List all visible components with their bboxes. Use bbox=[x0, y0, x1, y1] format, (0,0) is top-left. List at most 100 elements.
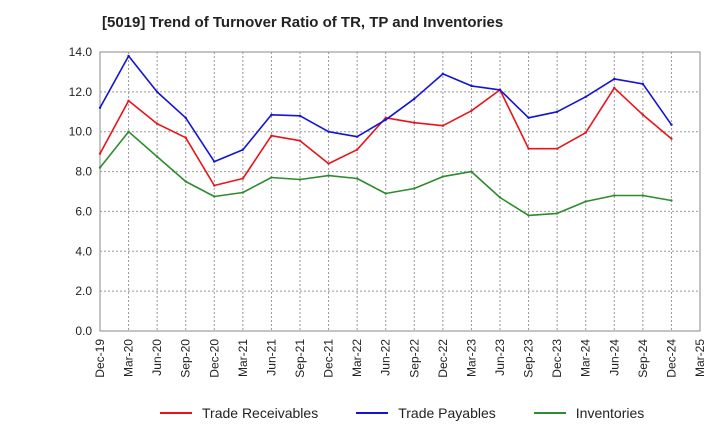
data-point-trade-receivables bbox=[184, 136, 187, 139]
x-tick-label: Jun-24 bbox=[607, 339, 621, 376]
data-point-trade-receivables bbox=[327, 162, 330, 165]
data-point-inventories bbox=[270, 176, 273, 179]
data-point-inventories bbox=[241, 191, 245, 194]
data-point-trade-receivables bbox=[127, 99, 130, 103]
series-lines bbox=[98, 54, 673, 217]
x-tick-label: Dec-21 bbox=[322, 339, 336, 378]
data-point-trade-receivables bbox=[213, 184, 216, 187]
data-point-trade-payables bbox=[413, 97, 416, 101]
legend-swatch-trade-receivables bbox=[160, 412, 192, 414]
y-tick-label: 12.0 bbox=[69, 85, 93, 99]
data-point-trade-payables bbox=[298, 114, 302, 117]
data-point-trade-receivables bbox=[441, 124, 445, 127]
x-tick-label: Dec-19 bbox=[93, 339, 107, 378]
x-tick-label: Sep-22 bbox=[407, 339, 421, 378]
chart-title: [5019] Trend of Turnover Ratio of TR, TP… bbox=[102, 14, 504, 31]
data-point-trade-payables bbox=[470, 84, 473, 88]
data-point-inventories bbox=[213, 195, 216, 198]
legend-label-inventories: Inventories bbox=[575, 405, 645, 421]
data-point-trade-receivables bbox=[298, 139, 302, 142]
y-tick-label: 0.0 bbox=[75, 324, 92, 338]
y-tick-label: 6.0 bbox=[75, 204, 92, 218]
legend-label-trade-payables: Trade Payables bbox=[398, 405, 496, 421]
data-point-trade-payables bbox=[98, 106, 102, 110]
y-tick-label: 10.0 bbox=[69, 125, 93, 139]
data-point-inventories bbox=[127, 130, 130, 133]
x-tick-label: Jun-21 bbox=[264, 339, 278, 376]
data-point-trade-payables bbox=[584, 95, 587, 99]
data-point-trade-receivables bbox=[270, 134, 273, 137]
data-point-trade-payables bbox=[498, 88, 502, 92]
x-tick-label: Mar-22 bbox=[350, 339, 364, 377]
data-point-inventories bbox=[613, 194, 616, 197]
data-point-trade-receivables bbox=[584, 131, 587, 134]
data-point-trade-payables bbox=[527, 116, 530, 119]
data-point-inventories bbox=[584, 200, 587, 203]
legend-swatch-inventories bbox=[533, 412, 566, 414]
data-point-trade-receivables bbox=[641, 113, 645, 116]
data-point-trade-payables bbox=[213, 160, 216, 163]
data-point-trade-payables bbox=[241, 148, 245, 151]
data-point-trade-payables bbox=[670, 123, 673, 126]
data-point-trade-payables bbox=[441, 72, 445, 76]
data-point-trade-receivables bbox=[613, 86, 616, 90]
data-point-inventories bbox=[670, 199, 673, 202]
data-point-inventories bbox=[498, 196, 502, 199]
legend: Trade Receivables Trade Payables Invento… bbox=[160, 405, 644, 421]
data-point-trade-payables bbox=[384, 118, 387, 121]
x-tick-label: Dec-20 bbox=[207, 339, 221, 378]
data-point-trade-receivables bbox=[98, 152, 102, 155]
x-tick-label: Mar-20 bbox=[122, 339, 136, 377]
data-point-inventories bbox=[327, 174, 330, 177]
data-point-inventories bbox=[441, 175, 445, 178]
data-point-inventories bbox=[98, 166, 102, 169]
data-point-trade-receivables bbox=[670, 137, 673, 140]
x-tick-label: Jun-23 bbox=[493, 339, 507, 376]
x-tick-label: Jun-20 bbox=[150, 339, 164, 376]
data-point-inventories bbox=[413, 187, 416, 190]
x-tick-label: Mar-25 bbox=[693, 339, 707, 377]
x-axis-ticks: Dec-19 Mar-20 Jun-20 Sep-20 Dec-20 Mar-21 Jun-… bbox=[93, 339, 707, 378]
x-tick-label: Sep-21 bbox=[293, 339, 307, 378]
x-tick-label: Sep-23 bbox=[522, 339, 536, 378]
data-point-trade-receivables bbox=[470, 109, 473, 112]
legend-label-trade-receivables: Trade Receivables bbox=[202, 405, 319, 421]
y-tick-label: 8.0 bbox=[75, 165, 92, 179]
x-tick-label: Jun-22 bbox=[379, 339, 393, 376]
data-point-inventories bbox=[184, 180, 187, 183]
y-tick-label: 2.0 bbox=[75, 284, 92, 298]
legend-item-trade-receivables: Trade Receivables bbox=[160, 405, 318, 421]
data-point-inventories bbox=[527, 214, 530, 217]
data-point-trade-receivables bbox=[241, 177, 245, 180]
data-point-trade-payables bbox=[270, 113, 273, 116]
x-tick-label: Mar-21 bbox=[236, 339, 250, 377]
legend-item-trade-payables: Trade Payables bbox=[356, 405, 496, 421]
x-tick-label: Sep-20 bbox=[179, 339, 193, 378]
legend-swatch-trade-payables bbox=[356, 412, 389, 414]
x-tick-label: Mar-23 bbox=[464, 339, 478, 377]
data-point-inventories bbox=[555, 212, 559, 215]
data-point-inventories bbox=[155, 155, 159, 158]
x-tick-label: Dec-22 bbox=[436, 339, 450, 378]
data-point-trade-receivables bbox=[155, 122, 159, 125]
data-point-trade-payables bbox=[155, 90, 159, 94]
data-point-trade-receivables bbox=[527, 147, 530, 150]
y-axis-ticks: 0.0 2.0 4.0 6.0 8.0 10.0 12.0 14.0 bbox=[69, 45, 93, 338]
data-point-trade-receivables bbox=[355, 148, 359, 151]
data-point-inventories bbox=[641, 194, 645, 197]
data-point-trade-payables bbox=[641, 82, 645, 86]
data-point-trade-receivables bbox=[555, 147, 559, 150]
data-point-inventories bbox=[470, 170, 473, 173]
x-tick-label: Dec-23 bbox=[550, 339, 564, 378]
data-point-trade-payables bbox=[555, 110, 559, 113]
data-point-trade-payables bbox=[355, 135, 359, 138]
x-tick-label: Dec-24 bbox=[664, 339, 678, 378]
x-tick-label: Mar-24 bbox=[579, 339, 593, 377]
y-tick-label: 4.0 bbox=[75, 244, 92, 258]
data-point-trade-payables bbox=[613, 77, 616, 81]
y-tick-label: 14.0 bbox=[69, 45, 93, 59]
grid-lines bbox=[100, 52, 700, 331]
data-point-trade-payables bbox=[184, 116, 187, 119]
data-point-inventories bbox=[384, 192, 387, 195]
